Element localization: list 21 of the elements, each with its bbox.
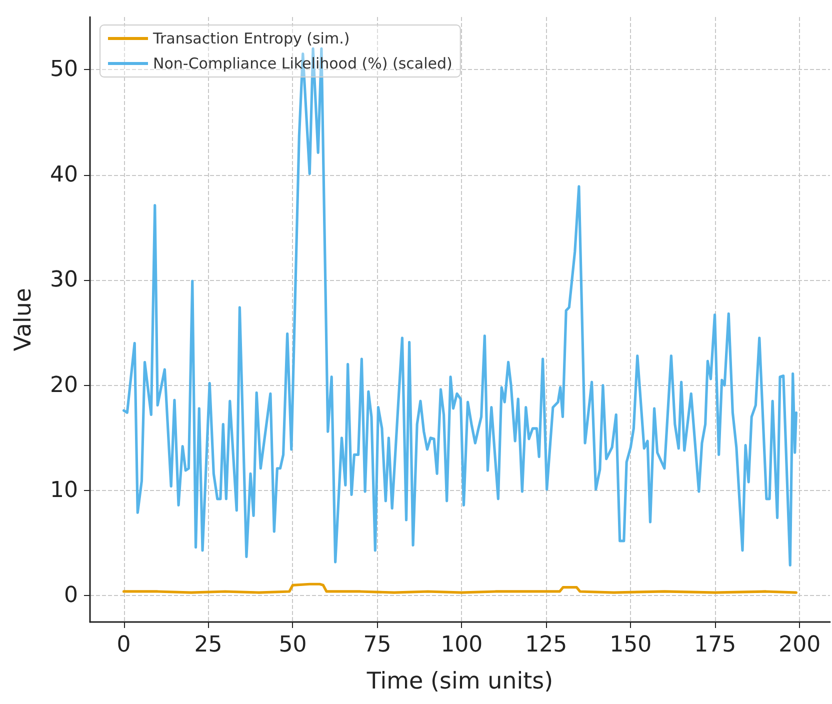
line-series: [122, 47, 798, 566]
y-tick-label: 0: [64, 583, 78, 608]
y-axis-title: Value: [10, 288, 36, 352]
x-tick-label: 0: [116, 632, 131, 658]
legend-label: Non-Compliance Likelihood (%) (scaled): [153, 54, 452, 72]
x-tick-label: 25: [194, 632, 222, 658]
x-tick-label: 50: [278, 632, 307, 658]
y-tick-label: 30: [50, 268, 78, 293]
line-series: [122, 582, 798, 594]
y-tick-label: 40: [50, 162, 78, 188]
x-tick-label: 75: [363, 632, 392, 658]
x-tick-label: 200: [778, 632, 821, 658]
y-tick-label: 50: [50, 57, 78, 82]
x-tick-label: 175: [694, 632, 736, 658]
x-tick-label: 150: [610, 632, 652, 658]
x-tick-label: 100: [440, 632, 483, 658]
legend-label: Transaction Entropy (sim.): [152, 30, 350, 48]
y-tick-label: 20: [50, 372, 78, 398]
x-tick-label: 125: [525, 632, 568, 658]
y-tick-label: 10: [50, 478, 78, 503]
x-axis-title: Time (sim units): [366, 668, 554, 694]
